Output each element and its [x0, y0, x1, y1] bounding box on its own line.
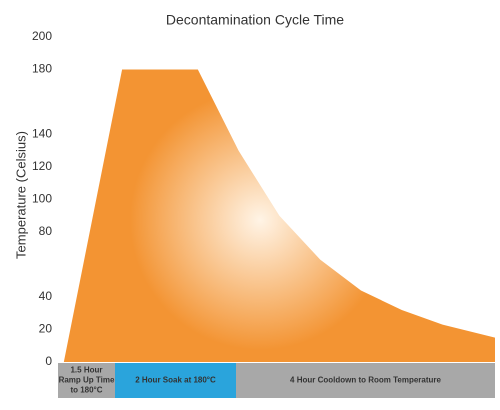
y-tick-label: 180 [32, 62, 52, 76]
y-tick-label: 0 [45, 354, 52, 368]
phase-label: Ramp Up Time [59, 376, 115, 385]
phase-box [236, 363, 495, 398]
y-tick-label: 200 [32, 29, 52, 43]
chart-title: Decontamination Cycle Time [166, 12, 344, 28]
phase-label: 2 Hour Soak at 180°C [135, 376, 216, 385]
phase-label: 4 Hour Cooldown to Room Temperature [290, 376, 442, 385]
phase-box [58, 363, 115, 398]
y-axis-label: Temperature (Celsius) [13, 131, 28, 259]
y-tick-label: 120 [32, 159, 52, 173]
y-tick-label: 140 [32, 127, 52, 141]
phase-box [115, 363, 236, 398]
area [63, 69, 496, 362]
phase-label: to 180°C [70, 386, 102, 395]
y-tick-label: 40 [39, 289, 53, 303]
y-tick-label: 100 [32, 192, 52, 206]
y-tick-label: 20 [39, 322, 53, 336]
y-tick-label: 80 [39, 224, 53, 238]
phase-label: 1.5 Hour [70, 366, 102, 375]
